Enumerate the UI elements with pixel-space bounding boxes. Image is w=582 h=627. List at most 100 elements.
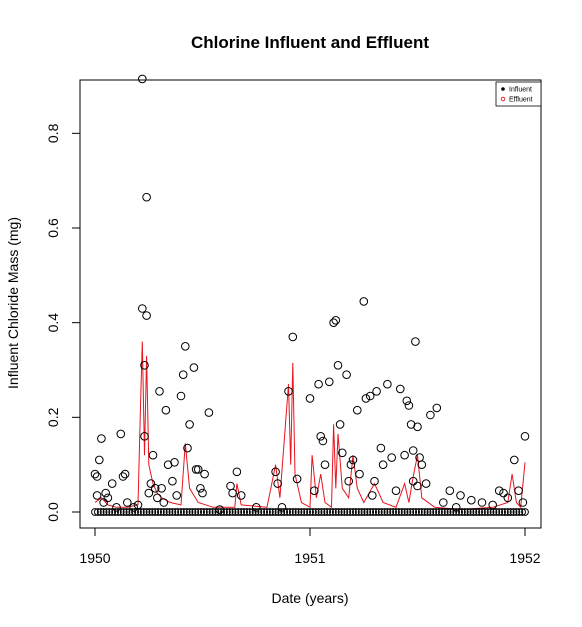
effluent-line xyxy=(94,341,526,511)
baseline-point xyxy=(257,508,266,516)
influent-point xyxy=(228,488,237,498)
x-tick-label: 1950 xyxy=(79,550,110,566)
x-axis-label: Date (years) xyxy=(271,590,348,606)
baseline-point xyxy=(354,508,363,516)
legend-effluent-label: Effluent xyxy=(509,97,533,104)
baseline-point xyxy=(374,508,383,516)
effluent-series xyxy=(94,341,526,511)
influent-point xyxy=(183,443,192,453)
baseline-point xyxy=(386,508,395,516)
influent-point xyxy=(157,484,166,493)
baseline-point xyxy=(446,508,455,516)
influent-point xyxy=(107,479,117,488)
baseline-point xyxy=(521,508,529,516)
influent-point xyxy=(273,479,283,488)
influent-point xyxy=(138,74,147,84)
y-tick-label: 0.6 xyxy=(45,218,61,238)
influent-point xyxy=(271,467,280,477)
baseline-point xyxy=(306,508,314,516)
influent-point xyxy=(99,498,108,507)
influent-point xyxy=(391,486,401,496)
baseline-point xyxy=(185,508,194,516)
baseline-point xyxy=(303,508,312,516)
x-tick-label: 1951 xyxy=(294,550,325,566)
influent-point xyxy=(355,469,364,479)
baseline-point xyxy=(395,508,403,516)
baseline-point xyxy=(111,508,119,516)
baseline-point xyxy=(300,508,309,516)
baseline-point xyxy=(225,508,234,516)
influent-point xyxy=(191,465,201,474)
baseline-point xyxy=(168,508,177,516)
baseline-point xyxy=(162,508,171,516)
influent-point xyxy=(467,495,476,505)
baseline-point xyxy=(343,508,352,516)
influent-point xyxy=(421,479,431,488)
influent-series xyxy=(90,74,530,514)
baseline-point xyxy=(492,508,501,516)
influent-point xyxy=(396,384,405,394)
influent-point xyxy=(413,481,422,491)
baseline-point xyxy=(498,508,507,516)
baseline-point xyxy=(240,508,249,516)
baseline-point xyxy=(469,508,478,516)
influent-point xyxy=(426,410,435,420)
baseline-point xyxy=(323,508,332,516)
baseline-point xyxy=(208,508,217,516)
baseline-point xyxy=(151,508,160,516)
baseline-point xyxy=(314,508,323,516)
influent-point xyxy=(310,486,319,496)
baseline-point xyxy=(503,508,512,516)
baseline-point xyxy=(372,508,380,516)
baseline-point xyxy=(515,508,524,516)
baseline-point xyxy=(139,508,148,516)
influent-point xyxy=(103,493,113,503)
baseline-point xyxy=(452,508,461,516)
influent-point xyxy=(335,420,345,429)
influent-point xyxy=(338,448,347,458)
influent-point xyxy=(520,432,530,441)
baseline-point xyxy=(435,508,443,516)
influent-point xyxy=(116,429,126,439)
baseline-point xyxy=(211,508,220,516)
baseline-point xyxy=(412,508,421,516)
baseline-point xyxy=(340,508,349,516)
influent-point xyxy=(142,311,151,320)
baseline-point xyxy=(311,508,320,516)
influent-point xyxy=(168,476,177,486)
influent-point xyxy=(305,394,315,403)
baseline-point xyxy=(369,508,378,516)
baseline-point xyxy=(466,508,475,516)
influent-point xyxy=(494,486,504,496)
baseline-point xyxy=(116,508,125,516)
baseline-point xyxy=(234,508,243,516)
influent-point xyxy=(417,460,427,470)
baseline-point xyxy=(366,508,375,516)
baseline-point xyxy=(455,508,464,516)
influent-point xyxy=(353,405,362,415)
baseline-point xyxy=(288,508,297,516)
baseline-point xyxy=(171,508,180,516)
baseline-point xyxy=(449,508,458,516)
influent-point xyxy=(378,460,388,470)
baseline-point xyxy=(346,508,355,516)
baseline-point xyxy=(501,508,509,516)
baseline-point xyxy=(119,508,128,516)
baseline-point xyxy=(294,508,303,516)
influent-point xyxy=(120,469,130,479)
influent-point xyxy=(284,387,293,396)
baseline-point xyxy=(291,508,300,516)
baseline-point xyxy=(96,508,105,516)
influent-point xyxy=(140,432,149,441)
baseline-point xyxy=(157,508,165,516)
baseline-point xyxy=(475,508,484,516)
influent-point xyxy=(133,500,143,510)
baseline-point xyxy=(165,508,174,516)
baseline-point xyxy=(205,508,214,516)
baseline-point xyxy=(286,508,294,516)
baseline-point xyxy=(463,508,472,516)
baseline-point xyxy=(254,508,263,516)
baseline-point xyxy=(197,508,206,516)
baseline-point xyxy=(202,508,211,516)
